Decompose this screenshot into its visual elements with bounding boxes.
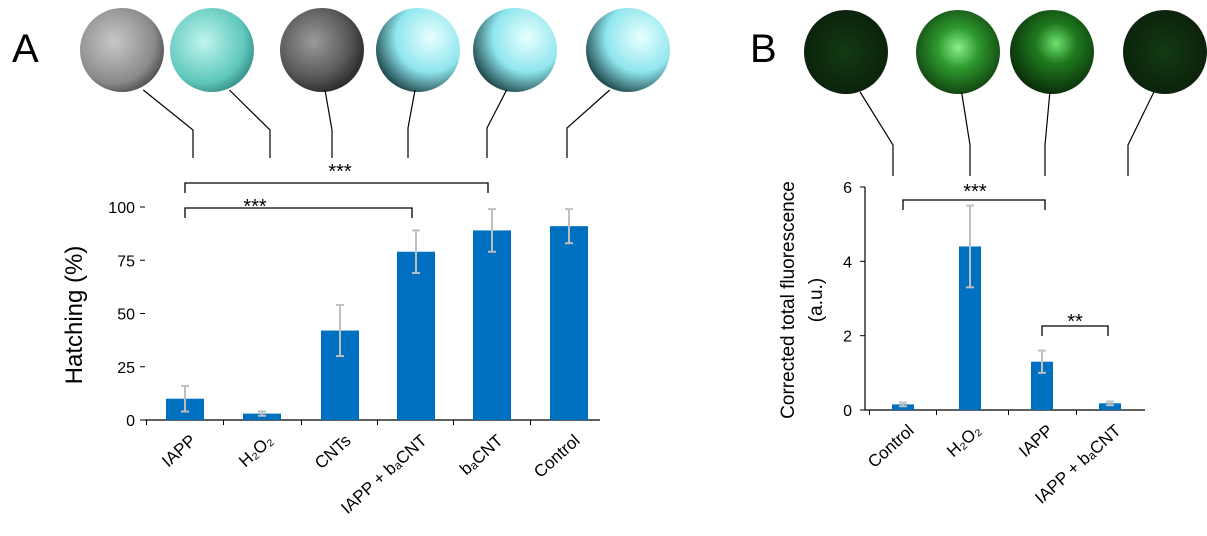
y-axis-label: (a.u.) [806,278,827,322]
y-tick-label: 6 [843,180,852,197]
significance-label: *** [328,161,352,183]
x-tick-label: CNTs [311,431,355,473]
x-tick-label: bₐCNT [456,431,506,479]
panel-label: A [12,27,39,71]
x-tick-label: IAPP [158,431,200,471]
connector [408,90,415,158]
connector [325,90,332,158]
x-tick-label: H₂O₂ [943,421,984,461]
x-tick-label: Control [530,431,583,482]
connector [143,90,193,158]
bar [550,226,588,420]
bar [397,252,435,420]
embryo-image [916,10,1000,94]
embryo-image [1123,10,1207,94]
significance-bracket [185,208,412,218]
y-axis-label: Corrected total fluorescence [778,181,799,419]
connector [860,92,893,176]
embryo-image [80,8,164,92]
x-tick-label: H₂O₂ [235,431,276,471]
connector [229,90,270,158]
x-tick-label: IAPP [1015,421,1057,461]
y-axis-label: Hatching (%) [61,246,88,385]
y-tick-label: 100 [108,200,135,217]
significance-label: *** [243,196,267,218]
y-tick-label: 75 [117,253,135,270]
embryo-image [473,8,557,92]
figure: AHatching (%)0255075100IAPPH₂O₂CNTsIAPP … [0,0,1207,536]
y-tick-label: 0 [843,403,852,420]
y-tick-label: 25 [117,360,135,377]
embryo-image [804,10,888,94]
embryo-image [376,8,460,92]
significance-label: ** [1067,311,1083,333]
y-tick-label: 0 [126,413,135,430]
embryo-image [1010,10,1094,94]
panel-label: B [750,27,777,71]
y-tick-label: 50 [117,307,135,324]
bar [473,230,511,420]
significance-label: *** [963,181,987,203]
embryo-image [586,8,670,92]
connector [1128,92,1154,176]
significance-bracket [185,183,488,193]
y-tick-label: 2 [843,329,852,346]
embryo-image [170,8,254,92]
y-tick-label: 4 [843,254,852,271]
connector [1045,92,1050,176]
connector [487,90,507,158]
connector [567,90,610,158]
connector [962,92,970,176]
embryo-image [280,8,364,92]
x-tick-label: Control [864,421,917,472]
